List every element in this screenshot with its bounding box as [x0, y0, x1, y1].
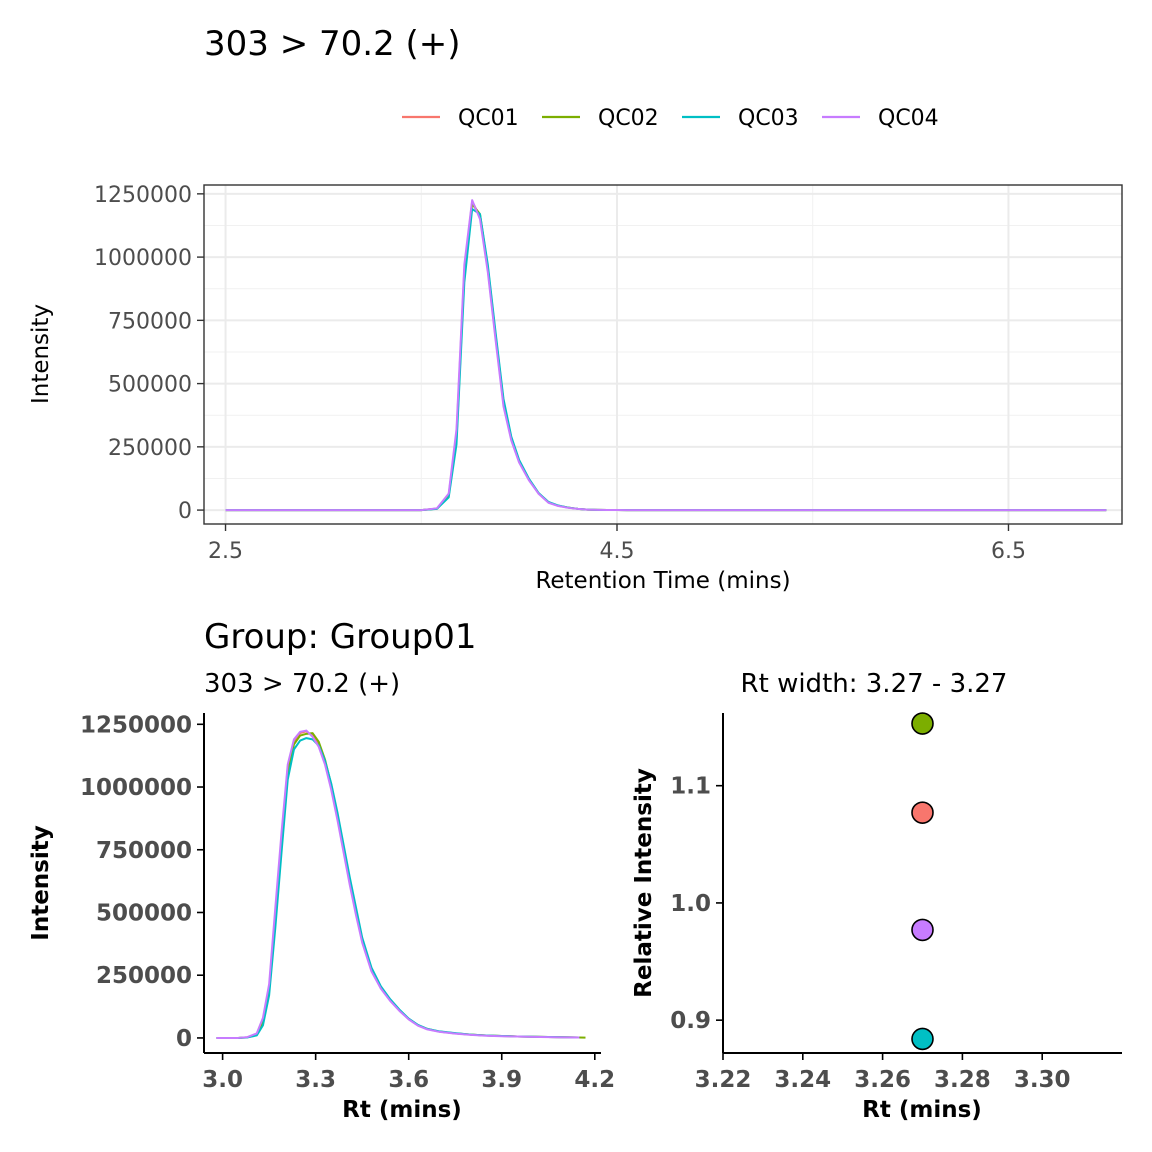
- top-gridlines: [204, 185, 1122, 524]
- bottom-left-x-axis-label: Rt (mins): [342, 1097, 462, 1123]
- bottom-left-x-ticks: 3.0 3.3 3.6 3.9 4.2: [202, 1053, 615, 1093]
- bottom-left-y-axis-label: Intensity: [28, 825, 54, 940]
- scatter-point-qc01: [911, 801, 934, 824]
- legend-label-qc04: QC04: [878, 106, 939, 131]
- bottom-right-x-tick-label: 3.24: [774, 1067, 831, 1093]
- group-title: Group: Group01: [204, 617, 477, 657]
- bottom-right-y-tick-label: 1.1: [670, 774, 711, 800]
- legend-label-qc01: QC01: [458, 106, 519, 131]
- top-y-axis-label: Intensity: [28, 304, 54, 404]
- top-chromatogram-panel: 2.5 4.5 6.5 0 250000 500000 750000 1000000 1250…: [94, 183, 1123, 564]
- legend-label-qc02: QC02: [598, 106, 659, 131]
- bottom-right-y-ticks: 0.9 1.0 1.1: [670, 774, 723, 1034]
- bottom-right-x-tick-label: 3.22: [695, 1067, 752, 1093]
- bottom-left-series-line-qc02: [216, 732, 586, 1039]
- bottom-right-title: Rt width: 3.27 - 3.27: [741, 669, 1008, 699]
- bottom-left-title: 303 > 70.2 (+): [204, 669, 400, 699]
- bottom-right-y-tick-label: 0.9: [670, 1008, 711, 1034]
- top-x-tick-label: 6.5: [991, 539, 1026, 564]
- top-x-tick-label: 2.5: [208, 539, 243, 564]
- bottom-left-y-tick-label: 1250000: [80, 712, 192, 738]
- bottom-left-series-line-qc03: [216, 737, 580, 1039]
- top-y-tick-label: 1250000: [94, 183, 192, 208]
- bottom-left-x-tick-label: 3.0: [202, 1067, 243, 1093]
- bottom-right-x-tick-label: 3.28: [934, 1067, 991, 1093]
- bottom-left-y-tick-label: 500000: [96, 900, 192, 926]
- top-y-tick-label: 1000000: [94, 246, 192, 271]
- top-series-lines: [225, 199, 1107, 512]
- bottom-right-x-tick-label: 3.30: [1014, 1067, 1071, 1093]
- bottom-right-points: [911, 712, 934, 1051]
- legend-label-qc03: QC03: [738, 106, 799, 131]
- bottom-left-x-tick-label: 3.9: [481, 1067, 522, 1093]
- bottom-right-y-tick-label: 1.0: [670, 891, 711, 917]
- bottom-left-y-ticks: 0 250000 500000 750000 1000000 1250000: [80, 712, 204, 1052]
- top-x-tick-label: 4.5: [600, 539, 635, 564]
- bottom-left-x-tick-label: 3.6: [388, 1067, 429, 1093]
- top-plot-background: [204, 185, 1122, 524]
- bottom-right-x-tick-label: 3.26: [854, 1067, 911, 1093]
- top-x-ticks: 2.5 4.5 6.5: [208, 524, 1026, 564]
- bottom-left-x-tick-label: 3.3: [295, 1067, 336, 1093]
- bottom-left-chromatogram-panel: 3.0 3.3 3.6 3.9 4.2 0 250000 500000 750000 10000…: [80, 712, 615, 1093]
- top-series-line-qc04: [225, 199, 1107, 512]
- scatter-point-qc02: [911, 712, 934, 735]
- bottom-right-scatter-panel: 3.22 3.24 3.26 3.28 3.30 0.9 1.0 1.1: [670, 712, 1122, 1093]
- top-chart-title: 303 > 70.2 (+): [204, 24, 461, 64]
- bottom-left-series-line-qc04: [216, 729, 580, 1039]
- bottom-right-x-ticks: 3.22 3.24 3.26 3.28 3.30: [695, 1053, 1071, 1093]
- top-x-axis-label: Retention Time (mins): [535, 568, 790, 594]
- top-y-tick-label: 0: [178, 499, 192, 524]
- top-plot-border: [203, 184, 1123, 525]
- scatter-point-qc03: [911, 1027, 934, 1051]
- bottom-left-y-tick-label: 1000000: [80, 775, 192, 801]
- scatter-point-qc04: [911, 918, 934, 942]
- bottom-left-series-line-qc01: [216, 730, 580, 1039]
- bottom-right-y-axis-label: Relative Intensity: [631, 768, 657, 998]
- bottom-left-y-tick-label: 250000: [96, 963, 192, 989]
- bottom-left-x-tick-label: 4.2: [574, 1067, 615, 1093]
- bottom-right-x-axis-label: Rt (mins): [862, 1097, 982, 1123]
- top-y-tick-label: 250000: [108, 436, 192, 461]
- bottom-left-series-lines: [216, 729, 586, 1039]
- top-legend: QC01 QC02 QC03 QC04: [402, 106, 939, 131]
- top-y-ticks: 0 250000 500000 750000 1000000 1250000: [94, 183, 204, 524]
- bottom-left-y-tick-label: 0: [176, 1026, 192, 1052]
- bottom-left-y-tick-label: 750000: [96, 838, 192, 864]
- top-y-tick-label: 750000: [108, 309, 192, 334]
- top-y-tick-label: 500000: [108, 373, 192, 398]
